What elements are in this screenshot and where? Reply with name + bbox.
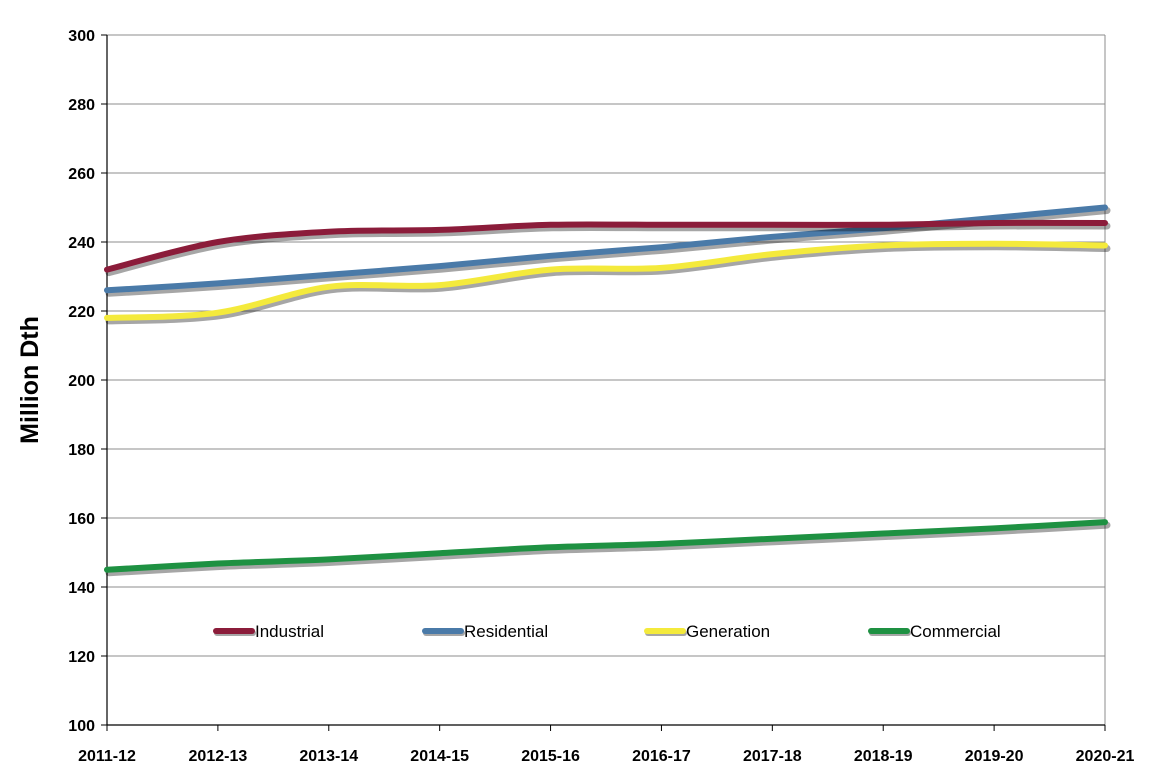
series-lines: [104, 204, 1111, 577]
x-tick-label: 2014-15: [410, 748, 469, 765]
y-tick-label: 120: [68, 649, 95, 666]
series-line-generation: [104, 240, 1108, 321]
y-tick-label: 180: [68, 442, 95, 459]
x-tick-label: 2019-20: [965, 748, 1024, 765]
y-tick-label: 300: [68, 28, 95, 45]
x-tick-label: 2020-21: [1076, 748, 1135, 765]
x-tick-label: 2013-14: [299, 748, 358, 765]
y-tick-labels: 100 120 140 160 180 200 220 240 260 280 300: [68, 28, 95, 735]
series-line-industrial: [104, 219, 1108, 273]
series-line-commercial: [104, 519, 1108, 573]
legend-item-generation: Generation: [644, 622, 770, 641]
y-tick-label: 200: [68, 373, 95, 390]
y-tick-label: 160: [68, 511, 95, 528]
x-tick-label: 2016-17: [632, 748, 691, 765]
legend-label-generation: Generation: [686, 622, 770, 641]
series-line-shadow-commercial: [105, 521, 1111, 577]
x-tick-label: 2018-19: [854, 748, 913, 765]
x-tick-labels: 2011-12 2012-13 2013-14 2014-15 2015-16 2016-…: [78, 748, 1134, 765]
x-tick-label: 2017-18: [743, 748, 802, 765]
legend: Industrial Residential Generation Commercia…: [213, 622, 1001, 641]
y-axis-title: Million Dth: [16, 316, 44, 444]
y-tick-label: 260: [68, 166, 95, 183]
legend-item-industrial: Industrial: [213, 622, 324, 641]
axes: [101, 34, 1106, 731]
y-tick-label: 140: [68, 580, 95, 597]
y-tick-label: 280: [68, 97, 95, 114]
x-tick-label: 2012-13: [189, 748, 248, 765]
y-tick-label: 100: [68, 718, 95, 735]
x-tick-label: 2015-16: [521, 748, 580, 765]
legend-label-residential: Residential: [464, 622, 548, 641]
gridlines: [107, 34, 1106, 725]
legend-item-residential: Residential: [422, 622, 548, 641]
x-tick-label: 2011-12: [78, 748, 136, 765]
legend-label-commercial: Commercial: [910, 622, 1001, 641]
y-tick-label: 240: [68, 235, 95, 252]
legend-item-commercial: Commercial: [868, 622, 1001, 641]
y-tick-label: 220: [68, 304, 95, 321]
legend-label-industrial: Industrial: [255, 622, 324, 641]
